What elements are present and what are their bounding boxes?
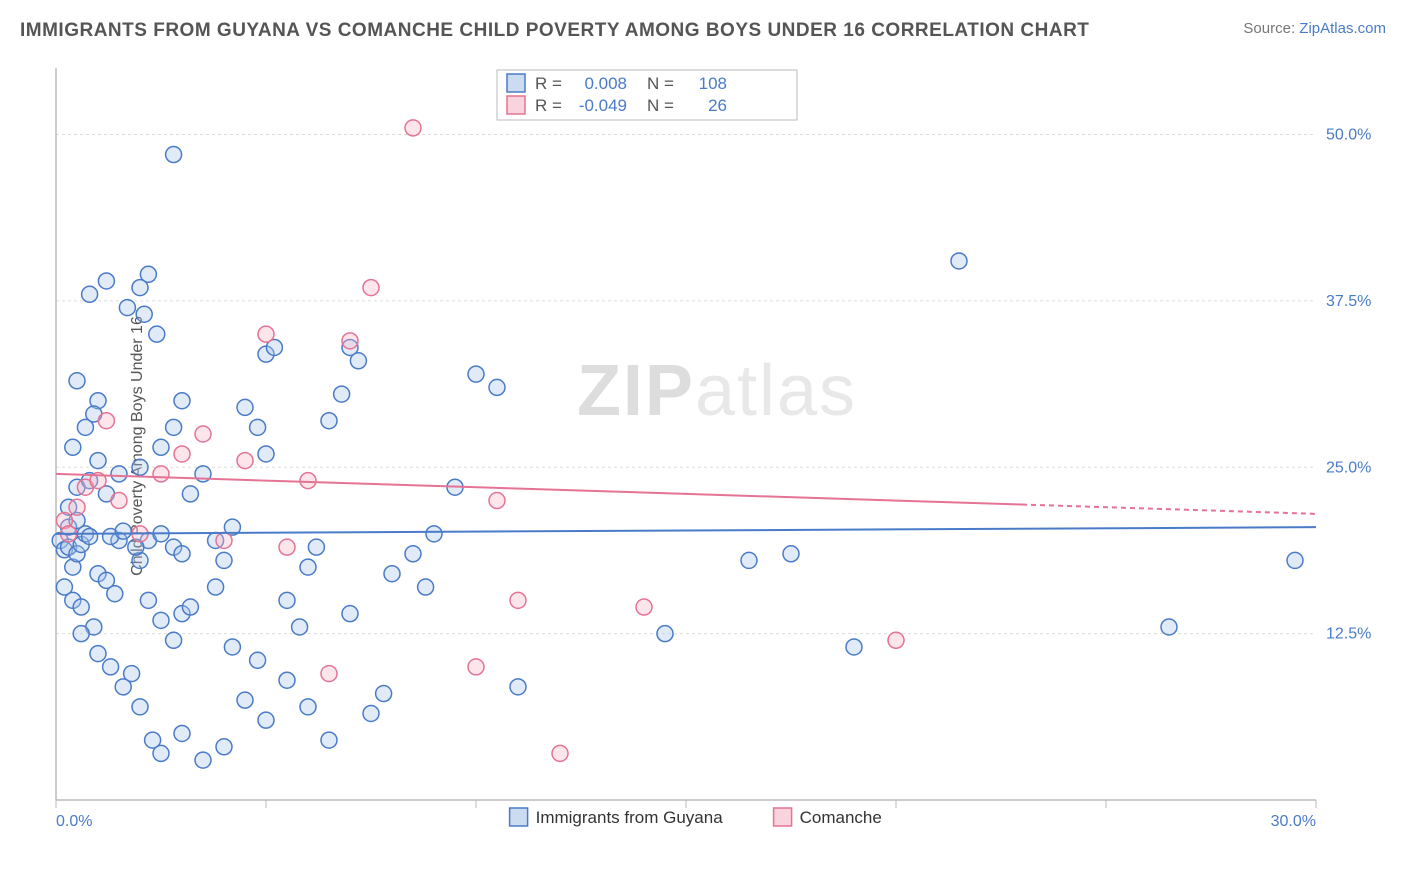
svg-text:30.0%: 30.0% xyxy=(1271,813,1316,830)
svg-text:Comanche: Comanche xyxy=(800,808,882,827)
svg-text:26: 26 xyxy=(708,96,727,115)
svg-text:12.5%: 12.5% xyxy=(1326,626,1371,643)
source-attribution: Source: ZipAtlas.com xyxy=(1243,20,1386,37)
svg-text:Immigrants from Guyana: Immigrants from Guyana xyxy=(536,808,724,827)
chart-area: ZIPatlas 12.5%25.0%37.5%50.0%0.0%30.0%R … xyxy=(48,60,1386,848)
svg-text:-0.049: -0.049 xyxy=(579,96,627,115)
svg-text:37.5%: 37.5% xyxy=(1326,293,1371,310)
svg-text:50.0%: 50.0% xyxy=(1326,127,1371,144)
scatter-plot: 12.5% 25.0% 37.5% 50.0% 0.0% 30.0% R = 0.008 N =… xyxy=(48,60,1386,848)
source-link[interactable]: ZipAtlas.com xyxy=(1299,20,1386,37)
svg-text:25.0%: 25.0% xyxy=(1326,459,1371,476)
svg-text:N =: N = xyxy=(647,96,674,115)
chart-title: IMMIGRANTS FROM GUYANA VS COMANCHE CHILD… xyxy=(20,20,1089,42)
svg-text:0.0%: 0.0% xyxy=(56,813,92,830)
chart-container: IMMIGRANTS FROM GUYANA VS COMANCHE CHILD… xyxy=(0,0,1406,892)
svg-text:N =: N = xyxy=(647,74,674,93)
svg-text:R =: R = xyxy=(535,74,562,93)
svg-text:R =: R = xyxy=(535,96,562,115)
svg-text:108: 108 xyxy=(699,74,727,93)
svg-text:0.008: 0.008 xyxy=(584,74,627,93)
